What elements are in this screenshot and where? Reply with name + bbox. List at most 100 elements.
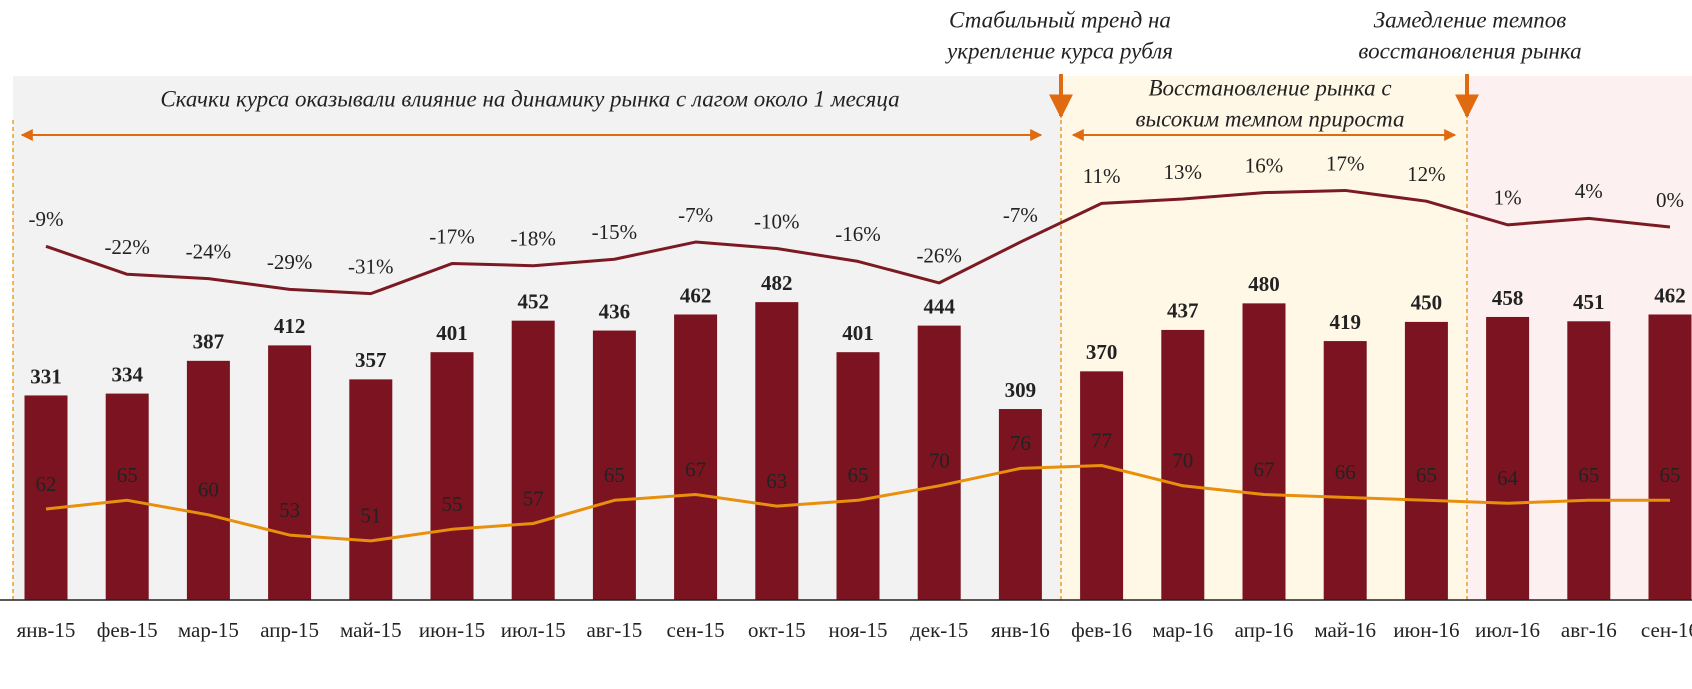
x-tick-label: дек-15 [910, 618, 968, 642]
line-label: 70 [929, 449, 950, 473]
bar-label: 357 [355, 348, 387, 372]
line-label: -24% [186, 239, 232, 263]
bar [511, 320, 555, 600]
bar [268, 345, 312, 600]
x-tick-label: июл-15 [501, 618, 566, 642]
bar [1323, 341, 1367, 600]
line-label: -15% [592, 220, 638, 244]
x-tick-label: ноя-15 [829, 618, 888, 642]
line-label: 0% [1656, 188, 1684, 212]
annotation: восстановления рынка [1358, 38, 1581, 63]
line-label: -16% [835, 222, 881, 246]
line-label: -10% [754, 209, 800, 233]
line-label: 12% [1407, 162, 1446, 186]
bar [674, 314, 718, 600]
line-label: 11% [1083, 164, 1121, 188]
x-tick-label: май-16 [1314, 618, 1376, 642]
line-label: 76 [1010, 431, 1031, 455]
bar-label: 412 [274, 314, 306, 338]
line-label: -22% [104, 235, 150, 259]
bar-label: 334 [111, 362, 143, 386]
x-tick-label: фев-15 [97, 618, 158, 642]
line-label: 65 [1660, 463, 1681, 487]
line [45, 464, 1670, 543]
bar-label: 444 [923, 294, 955, 318]
bar [998, 409, 1042, 600]
line-label: -9% [29, 207, 64, 231]
bar [1404, 321, 1448, 600]
line [45, 188, 1671, 296]
line-label: 65 [1416, 463, 1437, 487]
bar [430, 352, 474, 600]
x-tick-label: сен-16 [1641, 618, 1692, 642]
x-tick-label: фев-16 [1071, 618, 1132, 642]
bar-label: 436 [599, 299, 631, 323]
line-label: 67 [685, 457, 706, 481]
x-tick-label: май-15 [340, 618, 402, 642]
bar [186, 360, 230, 600]
bar [1486, 316, 1530, 600]
bar-label: 480 [1248, 272, 1280, 296]
bar [24, 395, 68, 600]
annotation: Скачки курса оказывали влияние на динами… [160, 86, 899, 111]
line-label: 70 [1172, 449, 1193, 473]
bar [1242, 303, 1286, 600]
bar [1080, 371, 1124, 600]
line-label: -31% [348, 254, 394, 278]
bar [755, 302, 799, 600]
bar-label: 458 [1492, 286, 1524, 310]
line-label: 66 [1335, 460, 1356, 484]
line-label: -7% [1003, 203, 1038, 227]
line-label: 62 [36, 472, 57, 496]
line-label: 55 [442, 492, 463, 516]
x-tick-label: мар-15 [178, 618, 239, 642]
line-label: 4% [1575, 179, 1603, 203]
annotation: Замедление темпов [1374, 7, 1566, 32]
bar [917, 325, 961, 600]
bar-label: 452 [517, 289, 549, 313]
line-label: 13% [1164, 160, 1203, 184]
x-tick-label: апр-15 [260, 618, 319, 642]
line-label: 57 [523, 486, 544, 510]
bar [1648, 314, 1692, 600]
bar-label: 437 [1167, 299, 1199, 323]
x-tick-label: июн-15 [419, 618, 485, 642]
line-label: -18% [510, 227, 556, 251]
x-tick-label: мар-16 [1152, 618, 1213, 642]
bar [1567, 321, 1611, 600]
bar-label: 462 [680, 283, 712, 307]
bar [592, 330, 636, 600]
line-label: 16% [1245, 153, 1284, 177]
annotation: Восстановление рынка с [1148, 75, 1391, 100]
x-tick-label: июн-16 [1393, 618, 1459, 642]
line-label: 65 [1578, 463, 1599, 487]
line-label: 51 [360, 504, 381, 528]
x-tick-label: авг-15 [586, 618, 642, 642]
bar-label: 482 [761, 271, 793, 295]
line-label: 1% [1494, 186, 1522, 210]
annotation: укрепление курса рубля [945, 38, 1173, 63]
bar [1161, 329, 1205, 600]
line-label: 53 [279, 498, 300, 522]
bar-label: 419 [1329, 310, 1361, 334]
line-label: -29% [267, 250, 313, 274]
line-label: 64 [1497, 466, 1519, 490]
annotation: высоким темпом прироста [1136, 106, 1405, 131]
annotation: Стабильный тренд на [949, 7, 1171, 32]
line-label: 77 [1091, 428, 1112, 452]
bar-label: 331 [30, 364, 62, 388]
line-label: 65 [604, 463, 625, 487]
bar-label: 309 [1005, 378, 1037, 402]
line-label: 67 [1254, 457, 1275, 481]
bar-label: 370 [1086, 340, 1118, 364]
bar-label: 387 [193, 330, 225, 354]
line-label: 17% [1326, 151, 1365, 175]
x-tick-label: янв-16 [991, 618, 1050, 642]
bar-label: 450 [1411, 291, 1443, 315]
x-tick-label: сен-15 [667, 618, 725, 642]
line-label: 60 [198, 478, 219, 502]
bar [105, 393, 149, 600]
x-tick-label: окт-15 [748, 618, 806, 642]
line-label: -7% [678, 203, 713, 227]
